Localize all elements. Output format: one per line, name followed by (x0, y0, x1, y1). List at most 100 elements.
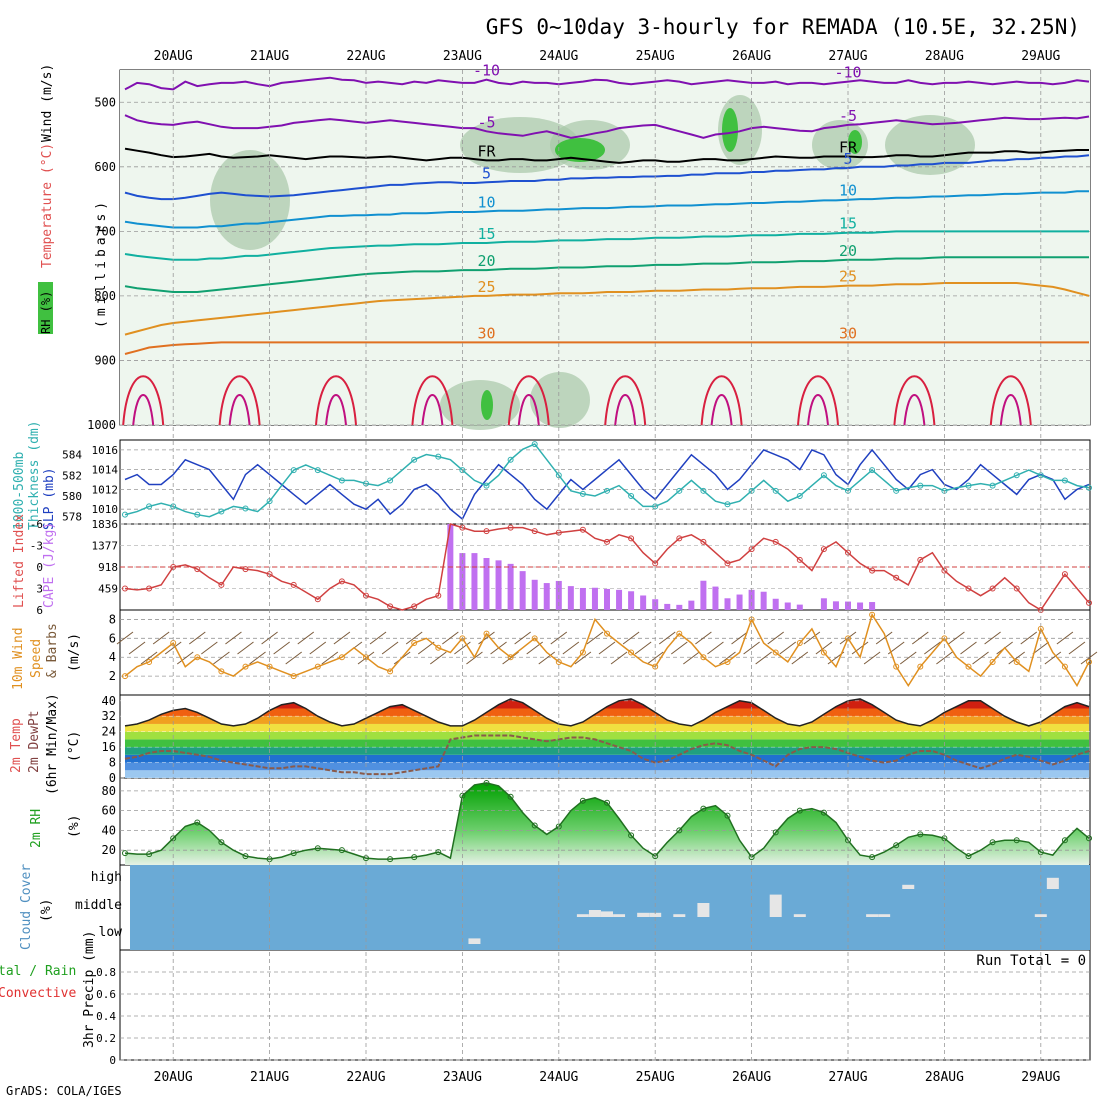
thickness-line-point (796, 493, 803, 499)
cape-bar (591, 587, 598, 610)
lifted-index-line-point (387, 603, 394, 610)
rh-line-point (579, 797, 586, 804)
hot-contour (893, 375, 936, 426)
wind-barb (610, 651, 628, 665)
precip-tick-label: 0.2 (96, 1032, 116, 1045)
temp-band (125, 723, 1089, 732)
isotherm--10 (124, 76, 1090, 91)
lifted-index-line-point (411, 603, 418, 610)
rh-area (125, 782, 1089, 865)
rh-line-point (869, 854, 876, 861)
wind-speed-line-point (218, 668, 225, 675)
lifted-index-line-point (218, 581, 225, 588)
temp-band (125, 747, 1089, 755)
thickness-line-point (146, 503, 153, 510)
rh-high-blob (555, 138, 605, 162)
cape-bar (567, 586, 574, 610)
wind-speed-line-point (242, 663, 249, 670)
slp-tick-label: 1016 (92, 444, 119, 457)
wind-barb (695, 631, 712, 645)
thickness-line-point (218, 508, 225, 515)
rh-line-point (965, 853, 972, 860)
cloud-bar-middle (637, 912, 650, 917)
wind-barb (731, 631, 748, 645)
isotherm-10 (124, 190, 1089, 229)
precip-tick-label: 0 (109, 1054, 116, 1067)
thickness-line-point (869, 467, 876, 474)
rh2m-label-1: 2m RH (29, 809, 44, 848)
wind-speed-line-point (266, 663, 273, 670)
chart-title: GFS 0~10day 3-hourly for REMADA (10.5E, … (486, 15, 1080, 39)
bottom-date-label: 20AUG (154, 1070, 193, 1085)
thickness-line-point (917, 482, 924, 489)
rh-line-point (218, 839, 225, 846)
rh-high-blob (481, 390, 493, 420)
hot-contour (228, 394, 251, 426)
cape-bar (543, 583, 550, 610)
cape-bar (796, 604, 803, 610)
wind-speed-line-point (579, 649, 586, 656)
wind-barb (189, 631, 206, 645)
lifted-index-line-point (507, 524, 514, 531)
temp-band (125, 731, 1089, 740)
wind-barb (237, 641, 254, 655)
thickness-line-point (1086, 484, 1092, 491)
isotherm-label: FR (839, 138, 858, 156)
precip-label-3: 3hr Precip (mm) (82, 931, 97, 1048)
rh-line-point (917, 831, 924, 838)
wind-barb (658, 631, 676, 645)
isotherm--5 (124, 114, 1090, 139)
wind-speed-line-point (387, 668, 394, 675)
isotherm-label: 20 (477, 252, 495, 270)
wind-barb (176, 651, 194, 665)
cape-bar (760, 591, 767, 610)
thickness-line-point (531, 441, 538, 448)
slp-label: SLP (mb) (42, 467, 57, 530)
cloud-bar-middle (673, 914, 686, 917)
lifted-index-line-point (146, 585, 153, 592)
millibars-label: (millibars) (94, 198, 109, 328)
lifted-index-line-point (676, 535, 683, 542)
cape-bar (857, 602, 864, 610)
rh-contour-blob (440, 380, 520, 430)
bottom-date-label: 29AUG (1021, 1070, 1060, 1085)
wind-barb (779, 641, 797, 655)
wind-barb (598, 641, 616, 655)
wind-speed-line (124, 612, 1090, 688)
hot-contour (614, 394, 637, 426)
top-date-label: 25AUG (636, 49, 675, 64)
lifted-index-line (124, 523, 1090, 612)
vertical-gridlines (172, 70, 1042, 1060)
pressure-tick-label: 500 (94, 95, 116, 109)
li-tick-label: 6 (36, 604, 43, 617)
cloud-bar-middle (866, 914, 879, 917)
rh-line-point (411, 854, 418, 861)
bottom-date-label: 27AUG (828, 1070, 867, 1085)
wind-speed-line-point (483, 630, 490, 637)
isotherm-label: 30 (839, 324, 857, 342)
lifted-index-line-point (917, 556, 924, 563)
lifted-index-line-point (1013, 585, 1020, 592)
wind-barb (213, 651, 230, 665)
temp2m-label-2: 2m DewPt (27, 710, 42, 773)
wind-speed-line-point (652, 663, 659, 670)
wind-speed-line-point (314, 663, 321, 670)
isotherm-25 (124, 282, 1090, 336)
top-date-label: 27AUG (828, 49, 867, 64)
hot-contour (797, 375, 839, 426)
cape-bar (748, 589, 755, 610)
thickness-line-point (435, 453, 442, 460)
cape-bar (688, 600, 695, 610)
pressure-tick-label: 900 (94, 353, 116, 367)
wind-barb (1020, 631, 1038, 645)
rh2m-label-2: (%) (67, 815, 82, 838)
wind-barb (417, 641, 435, 655)
isotherm-label: 15 (839, 215, 857, 233)
lifted-index-line-point (724, 560, 731, 567)
thickness-label-2: Thickness (dm) (27, 420, 42, 530)
cape-tick-label: 918 (98, 561, 118, 574)
thickness-line-point (676, 487, 683, 494)
wind-tick-label: 8 (109, 612, 116, 626)
lifted-index-line-point (1061, 571, 1068, 578)
